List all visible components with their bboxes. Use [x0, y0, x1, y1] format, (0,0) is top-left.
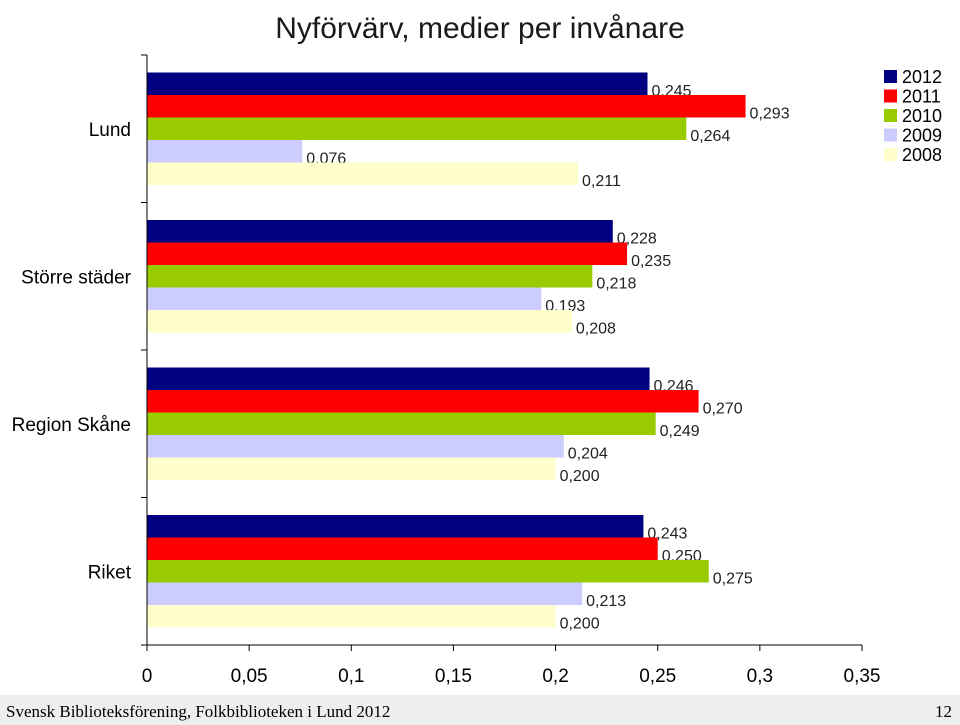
bar-2008-1: [147, 310, 572, 333]
x-tick-label: 0,15: [435, 666, 472, 687]
bar-2012-3: [147, 515, 644, 538]
category-label: Region Skåne: [12, 415, 131, 436]
bar-chart: 0,2450,2930,2640,0760,2110,2280,2350,218…: [12, 54, 942, 687]
data-label: 0,264: [690, 128, 730, 145]
data-label: 0,235: [631, 253, 671, 270]
data-label: 0,249: [660, 423, 700, 440]
legend-label: 2008: [902, 145, 942, 165]
bar-2011-1: [147, 242, 628, 265]
data-label: 0,208: [576, 321, 616, 338]
bar-2011-2: [147, 390, 699, 413]
x-tick-label: 0,05: [231, 666, 268, 687]
bar-2008-2: [147, 457, 556, 480]
bar-2008-3: [147, 605, 556, 628]
category-label: Större städer: [21, 267, 131, 288]
axis-layer: Lund Större städer Region Skåne Riket 0 0,05 0…: [12, 54, 881, 687]
bar-2010-0: [147, 117, 687, 140]
legend-label: 2012: [902, 67, 942, 87]
legend-swatch: [884, 70, 897, 83]
bar-2010-2: [147, 412, 656, 435]
x-tick-label: 0,3: [747, 666, 773, 687]
legend-swatch: [884, 128, 897, 142]
data-label: 0,200: [560, 468, 600, 485]
x-tick-label: 0,1: [338, 666, 364, 687]
bar-2010-3: [147, 560, 709, 583]
bar-2011-3: [147, 537, 658, 560]
data-label: 0,200: [560, 616, 600, 633]
category-label: Lund: [89, 120, 131, 141]
data-label: 0,213: [586, 593, 626, 610]
x-tick-label: 0: [142, 666, 153, 687]
bar-2008-0: [147, 162, 579, 185]
bar-2012-0: [147, 72, 648, 95]
category-label: Riket: [88, 562, 132, 583]
legend-swatch: [884, 109, 897, 122]
data-label: 0,218: [596, 276, 636, 293]
bar-2009-2: [147, 435, 564, 458]
data-label: 0,270: [703, 401, 743, 418]
bar-2010-1: [147, 265, 593, 288]
footer-source: Svensk Biblioteksförening, Folkbibliotek…: [6, 702, 391, 721]
data-label: 0,204: [568, 446, 608, 463]
bar-2012-1: [147, 220, 613, 243]
legend-swatch: [884, 89, 897, 103]
footer-bar: Svensk Biblioteksförening, Folkbibliotek…: [0, 695, 960, 725]
chart-title: Nyförvärv, medier per invånare: [275, 12, 685, 45]
data-label: 0,211: [582, 173, 621, 190]
legend-label: 2009: [902, 126, 942, 146]
bar-2011-0: [147, 95, 746, 118]
legend-swatch: [884, 148, 897, 161]
bar-2012-2: [147, 367, 650, 390]
bar-2009-0: [147, 140, 303, 163]
bar-2009-3: [147, 582, 583, 605]
x-tick-label: 0,2: [542, 666, 568, 687]
legend-label: 2010: [902, 106, 942, 126]
legend-label: 2011: [902, 87, 941, 107]
x-tick-label: 0,35: [844, 666, 881, 687]
bar-2009-1: [147, 287, 542, 310]
bars-layer: 0,2450,2930,2640,0760,2110,2280,2350,218…: [147, 55, 862, 645]
data-label: 0,293: [750, 106, 790, 123]
data-label: 0,275: [713, 571, 753, 588]
page-number: 12: [935, 702, 952, 721]
x-tick-label: 0,25: [639, 666, 676, 687]
